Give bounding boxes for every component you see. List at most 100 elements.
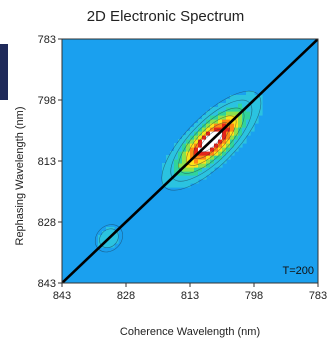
heatmap-cell — [114, 235, 119, 240]
heatmap-cell — [202, 131, 207, 136]
heatmap-cell — [194, 155, 199, 160]
heatmap-cell — [202, 143, 207, 148]
heatmap-cell — [214, 147, 219, 152]
heatmap-cell — [210, 119, 215, 124]
heatmap-cell — [230, 107, 235, 112]
heatmap-cell — [174, 179, 179, 184]
heatmap-cell — [202, 127, 207, 132]
heatmap-cell — [210, 143, 215, 148]
y-tick-label: 783 — [38, 34, 56, 46]
heatmap-cell — [206, 115, 211, 120]
heatmap-cell — [210, 115, 215, 120]
heatmap-cell — [186, 131, 191, 136]
heatmap-cell — [198, 175, 203, 180]
heatmap-cell — [170, 183, 175, 188]
heatmap-cell — [182, 159, 187, 164]
heatmap-cell — [254, 107, 259, 112]
heatmap-cell — [254, 111, 259, 116]
heatmap-cell — [234, 143, 239, 148]
heatmap-cell — [170, 179, 175, 184]
heatmap-cell — [226, 127, 231, 132]
heatmap-cell — [230, 111, 235, 116]
heatmap-cell — [250, 119, 255, 124]
heatmap-cell — [234, 107, 239, 112]
heatmap-cell — [238, 139, 243, 144]
heatmap-cell — [194, 139, 199, 144]
heatmap-cell — [214, 107, 219, 112]
heatmap-cell — [246, 123, 251, 128]
heatmap-cell — [98, 235, 103, 240]
heatmap-cell — [218, 163, 223, 168]
heatmap-cell — [182, 135, 187, 140]
heatmap-cell — [250, 95, 255, 100]
heatmap-cell — [106, 243, 111, 248]
heatmap-cell — [206, 127, 211, 132]
heatmap-cell — [174, 143, 179, 148]
heatmap-cell — [182, 183, 187, 188]
heatmap-cell — [170, 167, 175, 172]
heatmap-cell — [246, 127, 251, 132]
heatmap-cell — [182, 167, 187, 172]
heatmap-cell — [222, 119, 227, 124]
heatmap-cell — [110, 235, 115, 240]
heatmap-cell — [190, 159, 195, 164]
heatmap-cell — [214, 115, 219, 120]
heatmap-cell — [246, 107, 251, 112]
y-tick-label: 813 — [38, 156, 56, 168]
heatmap-cell — [114, 231, 119, 236]
heatmap-cell — [254, 103, 259, 108]
heatmap-cell — [178, 139, 183, 144]
heatmap-cell — [186, 183, 191, 188]
heatmap-cell — [198, 135, 203, 140]
heatmap-cell — [230, 135, 235, 140]
heatmap-cell — [214, 155, 219, 160]
heatmap-cell — [250, 111, 255, 116]
heatmap-cell — [234, 99, 239, 104]
heatmap-cell — [114, 239, 119, 244]
heatmap-cell — [218, 139, 223, 144]
heatmap-cell — [198, 171, 203, 176]
heatmap-cell — [246, 115, 251, 120]
contour-line — [161, 90, 262, 191]
heatmap-cell — [222, 139, 227, 144]
heatmap-cell — [190, 151, 195, 156]
heatmap-cell — [214, 159, 219, 164]
heatmap-cell — [190, 139, 195, 144]
heatmap-cell — [198, 159, 203, 164]
heatmap-cell — [214, 139, 219, 144]
heatmap-cell — [214, 131, 219, 136]
x-tick-label: 843 — [53, 290, 71, 302]
axes-layer: 843 828 813 798 783 783 798 813 828 843 — [38, 34, 328, 302]
heatmap-cell — [194, 171, 199, 176]
heatmap-cell — [226, 99, 231, 104]
heatmap-cell — [186, 147, 191, 152]
heatmap-cell — [110, 227, 115, 232]
heatmap-cell — [162, 167, 167, 172]
heatmap-cell — [258, 111, 263, 116]
heatmap-cell — [258, 95, 263, 100]
diagonal-layer — [62, 39, 318, 283]
heatmap-cell — [226, 103, 231, 108]
heatmap-cell — [202, 155, 207, 160]
heatmap-cell — [206, 163, 211, 168]
heatmap-cell — [242, 111, 247, 116]
heatmap-cell — [178, 147, 183, 152]
heatmap-cell — [214, 127, 219, 132]
heatmap-cell — [206, 171, 211, 176]
heatmap-cell — [226, 151, 231, 156]
heatmap-cell — [242, 131, 247, 136]
heatmap-cell — [210, 163, 215, 168]
heatmap-cell — [234, 131, 239, 136]
heatmap-cell — [174, 175, 179, 180]
heatmap-cell — [230, 103, 235, 108]
heatmap-cell — [210, 167, 215, 172]
heatmap-cell — [198, 143, 203, 148]
heatmap-cell — [214, 163, 219, 168]
heatmap-cell — [226, 135, 231, 140]
heatmap-cell — [222, 155, 227, 160]
heatmap-cell — [190, 147, 195, 152]
heatmap-cell — [230, 143, 235, 148]
heatmap-cell — [182, 179, 187, 184]
heatmap-cell — [218, 107, 223, 112]
